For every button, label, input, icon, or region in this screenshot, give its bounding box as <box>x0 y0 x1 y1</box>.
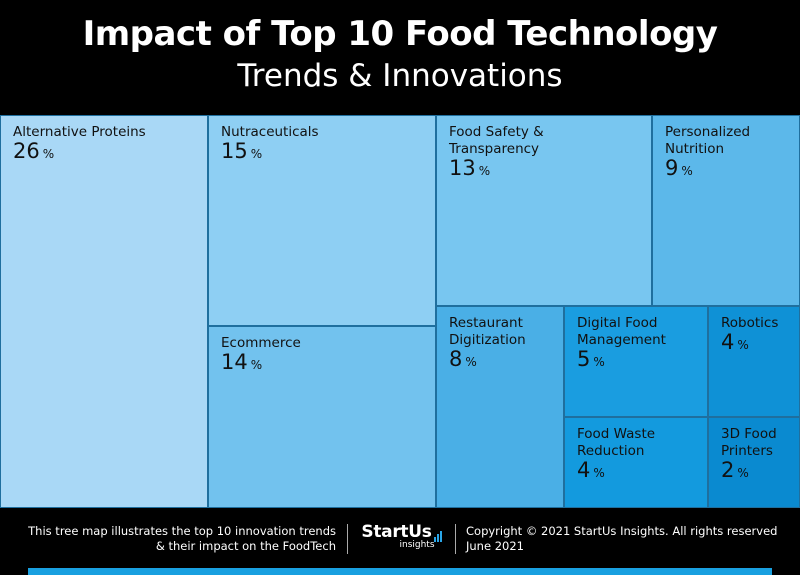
treemap-cell-label: Robotics 4% <box>721 315 778 354</box>
bottom-accent-bar <box>28 568 772 575</box>
treemap-cell: Restaurant Digitization 8% <box>436 306 564 508</box>
treemap-cell: Personalized Nutrition 9% <box>652 115 800 306</box>
trend-unit: % <box>250 358 263 372</box>
trend-unit: % <box>737 466 749 480</box>
trend-name: Ecommerce <box>221 335 301 351</box>
trend-value: 26 <box>13 139 40 163</box>
treemap-cell-label: Nutraceuticals 15% <box>221 124 319 163</box>
startus-logo: StartUs insights <box>358 522 446 550</box>
trend-name: Nutraceuticals <box>221 124 319 140</box>
trend-name: Food Waste Reduction <box>577 426 656 459</box>
trend-unit: % <box>593 355 605 369</box>
trend-name: Robotics <box>721 315 779 331</box>
trend-name: 3D Food Printers <box>721 426 777 459</box>
trend-unit: % <box>250 147 263 161</box>
treemap-cell-label: Restaurant Digitization 8% <box>449 315 539 371</box>
footer: This tree map illustrates the top 10 inn… <box>0 508 800 575</box>
trend-value: 2 <box>721 458 735 482</box>
treemap-cell: Food Waste Reduction 4% <box>564 417 708 508</box>
trend-value: 4 <box>721 330 735 354</box>
treemap-cell-label: 3D Food Printers 2% <box>721 426 781 482</box>
date-line: June 2021 <box>466 539 524 553</box>
footer-description-line1: This tree map illustrates the top 10 inn… <box>28 524 336 538</box>
trend-value: 13 <box>449 156 476 180</box>
chart-subtitle: Trends & Innovations <box>237 58 563 94</box>
trend-value: 15 <box>221 139 248 163</box>
treemap-cell-label: Personalized Nutrition 9% <box>665 124 755 180</box>
treemap-cell: 3D Food Printers 2% <box>708 417 800 508</box>
footer-description-line2: & their impact on the FoodTech <box>155 539 336 553</box>
trend-name: Alternative Proteins <box>13 124 146 140</box>
treemap-cell: Food Safety & Transparency 13% <box>436 115 652 306</box>
trend-unit: % <box>737 338 749 352</box>
trend-unit: % <box>681 164 693 178</box>
treemap-cell: Digital Food Management 5% <box>564 306 708 417</box>
treemap-cell-label: Digital Food Management 5% <box>577 315 687 371</box>
trend-name: Food Safety & Transparency <box>449 124 544 157</box>
trend-name: Restaurant Digitization <box>449 315 526 348</box>
trend-unit: % <box>465 355 477 369</box>
trend-unit: % <box>593 466 605 480</box>
treemap-cell-label: Food Safety & Transparency 13% <box>449 124 579 180</box>
trend-value: 8 <box>449 347 463 371</box>
footer-description: This tree map illustrates the top 10 inn… <box>18 524 336 554</box>
treemap-cell: Robotics 4% <box>708 306 800 417</box>
footer-divider-left <box>347 524 348 554</box>
trend-value: 9 <box>665 156 679 180</box>
logo-bars-icon <box>433 522 443 542</box>
treemap-cell: Alternative Proteins 26% <box>0 115 208 508</box>
treemap: Alternative Proteins 26% Nutraceuticals 15%… <box>0 115 800 508</box>
trend-value: 4 <box>577 458 591 482</box>
logo-subtext: insights <box>399 540 435 550</box>
copyright-line: Copyright © 2021 StartUs Insights. All r… <box>466 524 778 538</box>
treemap-cell-label: Ecommerce 14% <box>221 335 301 374</box>
treemap-cell: Ecommerce 14% <box>208 326 436 508</box>
treemap-cell-label: Alternative Proteins 26% <box>13 124 146 163</box>
footer-copyright: Copyright © 2021 StartUs Insights. All r… <box>466 524 786 554</box>
logo-text: StartUs <box>361 522 432 542</box>
trend-name: Personalized Nutrition <box>665 124 751 157</box>
trend-value: 14 <box>221 350 248 374</box>
treemap-cell: Nutraceuticals 15% <box>208 115 436 326</box>
trend-unit: % <box>42 147 55 161</box>
chart-title: Impact of Top 10 Food Technology <box>82 14 718 54</box>
trend-value: 5 <box>577 347 591 371</box>
footer-divider-right <box>455 524 456 554</box>
header: Impact of Top 10 Food Technology Trends … <box>0 0 800 115</box>
treemap-cell-label: Food Waste Reduction 4% <box>577 426 667 482</box>
trend-name: Digital Food Management <box>577 315 666 348</box>
trend-unit: % <box>478 164 491 178</box>
